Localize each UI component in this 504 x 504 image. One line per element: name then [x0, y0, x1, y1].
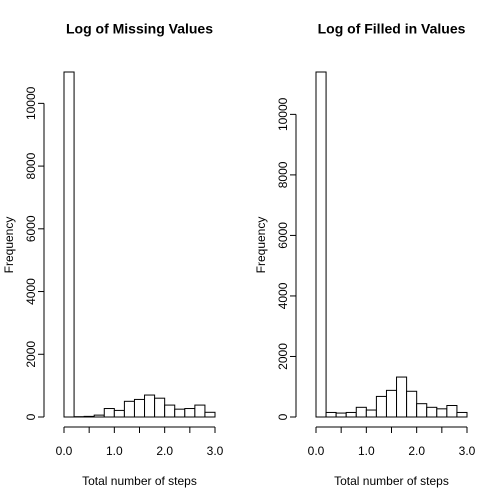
y-tick-label: 8000 — [24, 152, 38, 179]
bar — [396, 376, 408, 418]
y-tick-label: 2000 — [24, 341, 38, 368]
y-axis-label: Frequency — [2, 217, 16, 274]
chart-title: Log of Filled in Values — [318, 21, 466, 37]
bar — [385, 389, 398, 418]
bar — [446, 405, 458, 418]
y-tick-label: 0 — [276, 413, 290, 420]
x-axis-label: Total number of steps — [334, 474, 449, 488]
x-tick-label: 2.0 — [156, 444, 173, 458]
chart-title: Log of Missing Values — [66, 21, 213, 37]
y-tick-label: 4000 — [24, 278, 38, 305]
bar — [144, 394, 156, 418]
x-tick-label: 1.0 — [358, 444, 375, 458]
bar — [325, 411, 337, 418]
bar — [315, 71, 327, 418]
bar — [365, 409, 377, 418]
bar — [426, 406, 438, 418]
bar — [204, 411, 216, 418]
bar — [63, 71, 75, 418]
y-axis-label: Frequency — [254, 217, 268, 274]
y-tick-label: 6000 — [276, 222, 290, 249]
bar — [184, 408, 196, 418]
x-tick-label: 0.0 — [308, 444, 325, 458]
bar — [154, 397, 166, 418]
bar — [194, 404, 206, 418]
bar — [123, 400, 135, 418]
bar — [436, 408, 448, 418]
bar — [335, 412, 347, 418]
bar — [416, 403, 428, 418]
x-tick-label: 2.0 — [408, 444, 425, 458]
bar — [113, 409, 125, 418]
bar — [345, 411, 357, 418]
y-tick-label: 10000 — [24, 86, 38, 120]
bar — [456, 411, 468, 418]
x-tick-label: 0.0 — [56, 444, 73, 458]
x-tick-label: 1.0 — [106, 444, 123, 458]
y-tick-label: 10000 — [276, 97, 290, 131]
bar — [355, 406, 367, 418]
y-tick-label: 2000 — [276, 343, 290, 370]
bar — [133, 398, 146, 418]
bar — [83, 415, 95, 418]
y-tick-label: 6000 — [24, 215, 38, 242]
bar — [406, 390, 418, 418]
bar — [164, 404, 176, 418]
x-axis-label: Total number of steps — [82, 474, 197, 488]
bar — [93, 414, 105, 418]
bar — [375, 395, 387, 418]
bar — [174, 408, 186, 418]
bar — [103, 408, 115, 418]
x-tick-label: 3.0 — [207, 444, 224, 458]
y-tick-label: 0 — [24, 413, 38, 420]
y-tick-label: 8000 — [276, 161, 290, 188]
x-tick-label: 3.0 — [459, 444, 476, 458]
y-tick-label: 4000 — [276, 282, 290, 309]
